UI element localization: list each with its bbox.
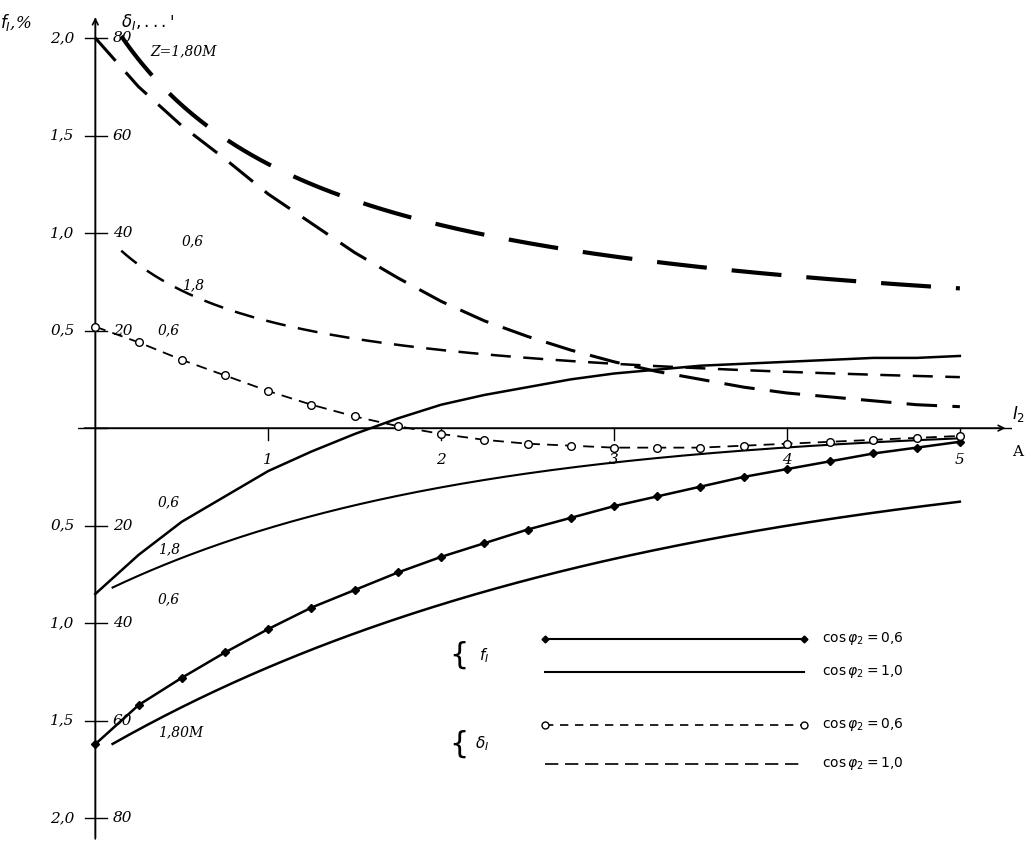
Text: 60: 60 — [113, 714, 133, 728]
Text: $\delta_I,...$': $\delta_I,...$' — [121, 13, 174, 32]
Text: 2,0: 2,0 — [50, 811, 75, 826]
Text: 40: 40 — [113, 226, 133, 240]
Text: 5: 5 — [955, 453, 965, 468]
Text: {: { — [450, 729, 469, 758]
Text: $\cos\varphi_2=0{,}6$: $\cos\varphi_2=0{,}6$ — [822, 630, 903, 648]
Text: A: A — [1012, 445, 1023, 458]
Text: 20: 20 — [113, 324, 133, 337]
Text: 0,6: 0,6 — [181, 233, 204, 248]
Text: 2,0: 2,0 — [50, 31, 75, 45]
Text: $\cos\varphi_2=1{,}0$: $\cos\varphi_2=1{,}0$ — [822, 755, 903, 772]
Text: 60: 60 — [113, 129, 133, 142]
Text: $\delta_I$: $\delta_I$ — [476, 734, 490, 753]
Text: 1,8: 1,8 — [181, 279, 204, 293]
Text: 80: 80 — [113, 31, 133, 45]
Text: 1,80М: 1,80М — [157, 725, 203, 740]
Text: {: { — [450, 641, 469, 670]
Text: 0,6: 0,6 — [157, 324, 179, 337]
Text: 20: 20 — [113, 519, 133, 532]
Text: $\cos\varphi_2=1{,}0$: $\cos\varphi_2=1{,}0$ — [822, 664, 903, 681]
Text: 1: 1 — [263, 453, 274, 468]
Text: 80: 80 — [113, 811, 133, 826]
Text: Z=1,80М: Z=1,80М — [150, 44, 218, 59]
Text: 3: 3 — [609, 453, 618, 468]
Text: $I_2$: $I_2$ — [1012, 405, 1025, 424]
Text: 1,5: 1,5 — [50, 129, 75, 142]
Text: 1,0: 1,0 — [50, 616, 75, 630]
Text: 2: 2 — [436, 453, 447, 468]
Text: 0,6: 0,6 — [157, 495, 179, 509]
Text: 0,5: 0,5 — [50, 324, 75, 337]
Text: 0,5: 0,5 — [50, 519, 75, 532]
Text: 1,0: 1,0 — [50, 226, 75, 240]
Text: 0,6: 0,6 — [157, 593, 179, 607]
Text: 1,5: 1,5 — [50, 714, 75, 728]
Text: $\cos\varphi_2=0{,}6$: $\cos\varphi_2=0{,}6$ — [822, 717, 903, 733]
Text: 1,8: 1,8 — [157, 542, 179, 556]
Text: $f_I$: $f_I$ — [480, 646, 490, 665]
Text: 40: 40 — [113, 616, 133, 630]
Text: 4: 4 — [782, 453, 792, 468]
Text: $f_I$,%: $f_I$,% — [0, 12, 32, 33]
